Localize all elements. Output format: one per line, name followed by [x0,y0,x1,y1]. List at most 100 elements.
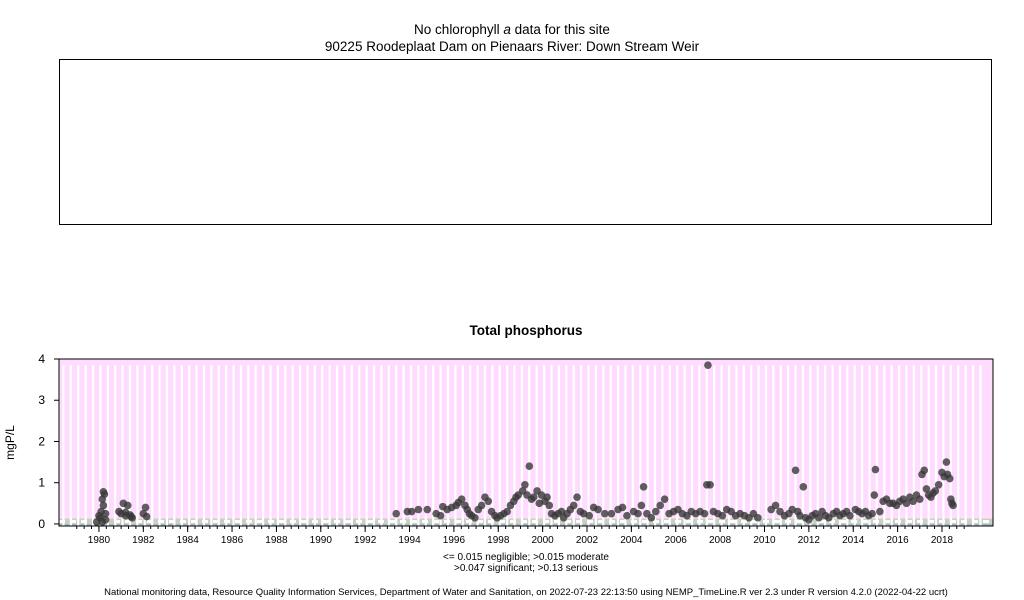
y-tick-label: 2 [38,434,45,448]
data-point [600,509,609,518]
data-point [706,480,714,489]
y-tick-label: 4 [38,352,45,366]
data-point [651,507,660,516]
data-point [99,501,108,510]
data-point [915,495,924,503]
plot-background [59,359,993,526]
data-point [392,509,401,518]
x-axis: 1980 1982 1984 1986 1988 1990 1992 1994 1996 1998… [76,526,965,546]
x-tick-label: 1996 [443,535,466,546]
data-point [647,513,656,522]
data-point [123,501,132,510]
data-point [637,501,646,510]
data-point [436,511,445,520]
top-panel-title: No chlorophyll a data for this site [0,22,1024,37]
vertical-grid [59,365,993,526]
data-point [700,509,709,518]
data-point [942,458,951,466]
x-tick-label: 1998 [487,535,510,546]
data-point [799,483,808,491]
data-point [791,466,800,475]
data-point [718,511,727,520]
data-point [931,487,940,495]
x-tick-label: 2008 [709,535,732,546]
data-points [92,361,957,526]
data-point [815,513,823,522]
threshold-legend-line-2: >0.047 significant; >0.13 serious [454,563,598,574]
data-point [484,497,493,506]
data-point [934,480,943,489]
chart-title: Total phosphorus [469,323,583,338]
data-point [101,509,110,518]
x-tick-label: 2016 [886,535,909,546]
data-point [656,501,665,510]
y-tick-label: 0 [38,517,45,531]
data-point [870,491,879,499]
data-point [414,505,423,514]
x-tick-label: 1992 [354,535,377,546]
data-point [754,513,762,522]
x-tick-label: 2004 [620,535,643,546]
data-point [902,499,911,508]
data-point [569,501,578,510]
y-axis-label: mgP/L [3,425,17,460]
plot-fill [59,359,993,526]
data-point [594,505,602,514]
x-tick-label: 1988 [265,535,288,546]
x-tick-label: 2010 [753,535,776,546]
data-point [945,474,954,483]
x-tick-label: 2002 [576,535,599,546]
y-tick-label: 1 [38,476,45,490]
plot-frame [58,358,994,527]
x-tick-label: 1982 [132,535,155,546]
x-tick-label: 2018 [931,535,954,546]
data-point [634,509,642,518]
x-tick-label: 2000 [532,535,555,546]
data-point [525,462,534,471]
data-point [868,509,876,518]
x-tick-label: 2012 [798,535,821,546]
data-point [871,465,880,474]
site-subtitle: 90225 Roodeplaat Dam on Pienaars River: … [324,39,700,54]
data-point [949,501,957,510]
data-point [585,511,594,520]
data-point [909,497,917,506]
x-tick-label: 1990 [310,535,333,546]
data-point [573,493,581,501]
data-point [920,466,929,475]
data-point [922,485,931,493]
data-point [128,513,137,522]
data-point [529,493,538,501]
data-point [100,490,109,499]
data-point [471,513,479,522]
x-tick-label: 1986 [221,535,244,546]
data-point [407,507,416,516]
top-panel-title-italic: a [503,22,511,37]
data-point [477,501,486,510]
data-point [618,503,627,512]
data-point [543,493,551,501]
data-point [771,501,780,510]
top-panel-title-prefix: No chlorophyll [414,22,500,37]
data-point [623,511,631,520]
data-point [98,518,107,526]
data-point [704,361,712,369]
y-axis: 0 1 2 3 4 [38,352,59,531]
x-tick-label: 2006 [665,535,688,546]
data-point [639,483,648,491]
data-point [660,495,669,503]
data-point [503,507,511,516]
data-point [141,503,150,512]
data-point [876,507,884,516]
data-point [521,480,529,489]
x-tick-label: 1984 [177,535,200,546]
data-point [423,505,432,514]
top-panel-title-suffix: data for this site [514,22,610,37]
empty-chlorophyll-panel [59,59,992,225]
x-tick-label: 1980 [88,535,111,546]
data-point [545,501,554,510]
threshold-band-low [59,523,993,526]
data-point [607,509,616,518]
data-point [142,512,151,521]
